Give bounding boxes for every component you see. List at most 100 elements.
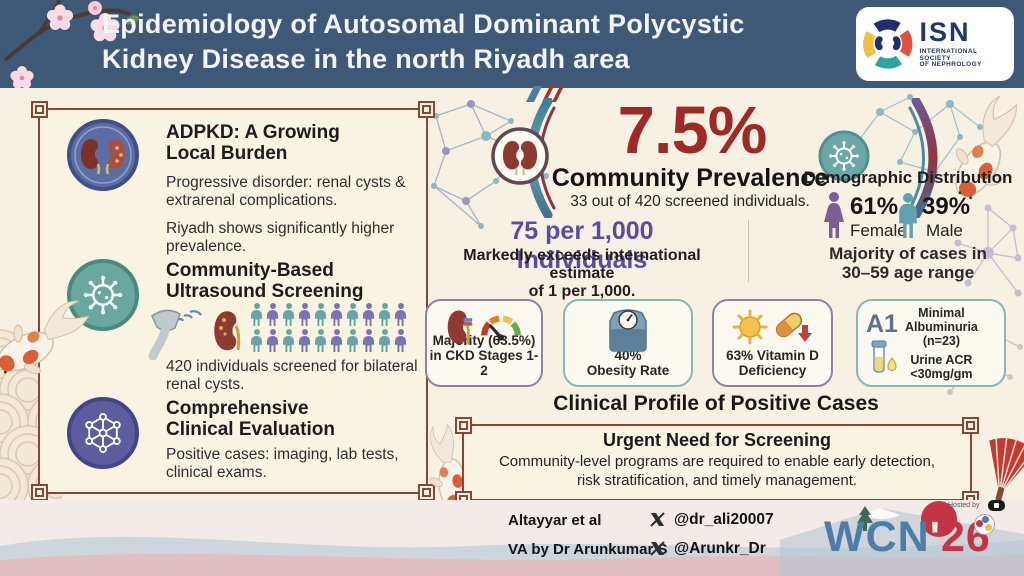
male-icon <box>899 193 917 239</box>
network-decoration-right <box>954 204 1022 297</box>
section-text: 420 individuals screened for bilateral r… <box>166 358 418 393</box>
person-icon <box>346 329 359 353</box>
kidney-icon <box>447 310 473 345</box>
clinical-profile-title: Clinical Profile of Positive Cases <box>553 392 879 415</box>
corner-ornament <box>962 417 979 434</box>
kidney-icon <box>214 311 241 351</box>
male-percentage: 39% <box>922 193 971 220</box>
fan-decoration <box>989 436 1024 502</box>
person-icon <box>330 303 343 327</box>
person-icon <box>266 329 279 353</box>
arc-decoration-right <box>908 98 938 218</box>
red-sun-decoration <box>921 501 957 537</box>
corner-ornament <box>31 484 48 501</box>
card-obesity: 40% Obesity Rate <box>563 299 693 387</box>
person-icon <box>314 329 327 353</box>
isn-subtitle: INTERNATIONAL SOCIETY OF NEPHROLOGY <box>919 48 982 69</box>
prevalence-value: 7.5% <box>617 93 768 168</box>
screening-virus-icon <box>67 259 139 331</box>
person-icon <box>282 329 295 353</box>
isn-acronym: ISN <box>919 17 971 48</box>
va-credit: VA by Dr Arunkumar S <box>508 541 668 558</box>
acr-grade-badge: A1 <box>866 310 898 338</box>
card-vitamin-d: 63% Vitamin D Deficiency <box>712 299 833 387</box>
demographic-title: Demographic Distribution <box>803 168 1013 187</box>
section-title-burden: ADPKD: A Growing Local Burden <box>166 122 340 164</box>
person-icon <box>250 329 263 353</box>
person-icon <box>394 303 407 327</box>
prevalence-label: Community Prevalence <box>551 164 829 192</box>
urine-test-tube-icon <box>871 340 897 373</box>
person-icon <box>378 303 391 327</box>
person-icon <box>362 329 375 353</box>
card-text: 63% Vitamin D Deficiency <box>726 348 819 378</box>
section-title-evaluation: Comprehensive Clinical Evaluation <box>166 398 335 440</box>
card-ckd-stages: Majority (63.5%) in CKD Stages 1-2 <box>425 299 543 387</box>
footer-wave-decoration <box>0 508 1024 576</box>
isn-logo: ISN INTERNATIONAL SOCIETY OF NEPHROLOGY <box>856 7 1014 81</box>
card-albuminuria: A1 Minimal Albuminuria (n=23) Urine ACR … <box>856 299 1006 387</box>
person-icon <box>314 303 327 327</box>
person-icon <box>394 329 407 353</box>
age-range-note: Majority of cases in 30–59 age range <box>829 244 987 282</box>
corner-ornament <box>31 101 48 118</box>
corner-ornament <box>418 484 435 501</box>
corner-ornament <box>455 417 472 434</box>
person-icon <box>298 329 311 353</box>
cherry-blossom-decoration <box>3 0 139 89</box>
section-text: Riyadh shows significantly higher preval… <box>166 220 395 255</box>
section-text: Positive cases: imaging, lab tests, clin… <box>166 446 399 481</box>
person-icon <box>378 329 391 353</box>
title-line-1: Epidemiology of Autosomal Dominant Polyc… <box>102 9 745 39</box>
x-twitter-icon <box>650 541 665 556</box>
header-bar: Epidemiology of Autosomal Dominant Polyc… <box>0 0 1024 89</box>
urgent-need-box: Urgent Need for Screening Community-leve… <box>455 417 979 508</box>
male-label: Male <box>926 221 963 240</box>
screened-people-pictograms <box>250 303 410 355</box>
person-icon <box>362 303 375 327</box>
person-icon <box>346 303 359 327</box>
pine-tree-icon <box>857 506 873 531</box>
va-handle: @Arunkr_Dr <box>674 540 766 557</box>
title-line-2: Kidney Disease in the north Riyadh area <box>102 44 630 74</box>
weight-scale-icon <box>609 309 647 352</box>
hosted-by-label: Hosted by <box>948 502 980 509</box>
hosted-by-badge <box>988 500 1005 511</box>
author-handle: @dr_ali20007 <box>674 511 774 528</box>
page-title: Epidemiology of Autosomal Dominant Polyc… <box>102 7 745 77</box>
person-icon <box>250 303 263 327</box>
urgent-title: Urgent Need for Screening <box>602 430 832 450</box>
hosted-by-logo <box>974 514 995 535</box>
kidney-circle-icon <box>67 119 139 191</box>
female-label: Female <box>850 221 907 240</box>
person-icon <box>298 303 311 327</box>
ultrasound-probe-icon <box>148 309 202 360</box>
person-icon <box>266 303 279 327</box>
corner-ornament <box>418 101 435 118</box>
blossom-flowers <box>10 1 139 89</box>
x-twitter-icon <box>650 512 665 527</box>
female-icon <box>824 192 844 238</box>
prevalence-note: 33 out of 420 screened individuals. <box>570 193 810 210</box>
author-name: Altayyar et al <box>508 512 602 529</box>
section-title-screening: Community-Based Ultrasound Screening <box>166 260 364 302</box>
capsule-arrow-icon <box>775 312 812 342</box>
person-icon <box>282 303 295 327</box>
demographic-badge-icon <box>818 130 870 182</box>
section-text: Progressive disorder: renal cysts & extr… <box>166 174 406 209</box>
urgent-body: Community-level programs are required to… <box>498 453 936 489</box>
network-molecule-icon <box>67 397 139 469</box>
kidney-badge-icon <box>491 127 549 185</box>
wcn-logo: WCN'26 <box>824 513 991 561</box>
left-panel: ADPKD: A Growing Local Burden Progressiv… <box>31 101 435 501</box>
rate-note: Markedly exceeds international estimate … <box>463 247 701 300</box>
card-text: Minimal Albuminuria (n=23) <box>904 305 978 348</box>
isn-ring-icon <box>863 19 913 69</box>
rate-title: 75 per 1,000 Individuals <box>510 217 654 274</box>
female-percentage: 61% <box>850 193 899 220</box>
section-divider <box>748 220 749 282</box>
footer-bar: Conclusion: ADPKD prevalence in North Ri… <box>0 500 1024 576</box>
person-icon <box>330 329 343 353</box>
gauge-icon <box>481 315 521 341</box>
